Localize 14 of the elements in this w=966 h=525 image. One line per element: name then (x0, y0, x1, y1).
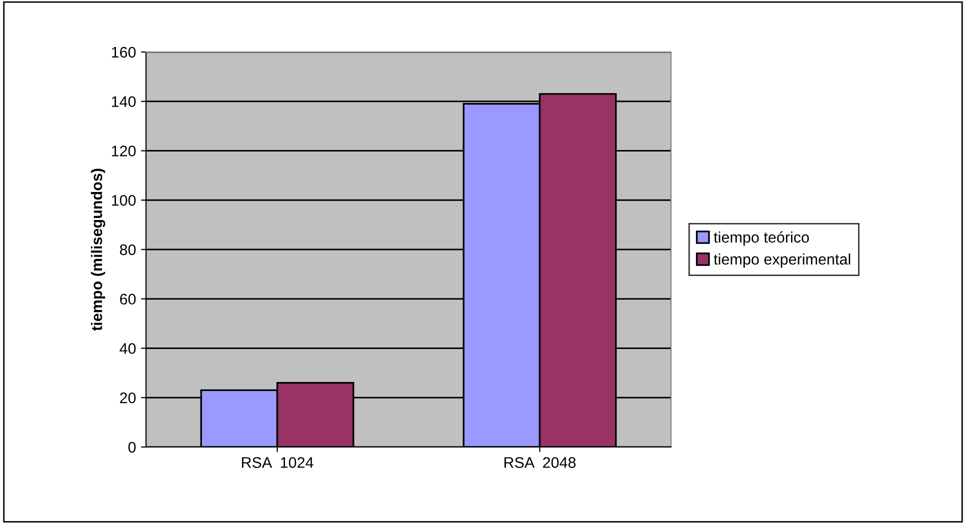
y-tick-label: 0 (128, 442, 136, 453)
y-tick-label: 80 (120, 244, 136, 256)
y-tick-label: 60 (120, 294, 136, 305)
y-tick-label: 120 (112, 146, 136, 156)
y-tick-label: 20 (120, 392, 136, 404)
y-tick-label: 160 (112, 46, 136, 58)
y-tick-label: 140 (112, 96, 136, 108)
legend-label: tiempo teórico (714, 231, 809, 246)
x-tick-label: RSA 1024 (242, 457, 314, 468)
y-axis-title: tiempo (milisegundos) (90, 168, 106, 331)
y-tick-label: 100 (112, 194, 136, 206)
x-tick-label: RSA 2048 (504, 457, 576, 468)
legend-label: tiempo experimental (714, 253, 850, 268)
y-tick-label: 40 (120, 343, 136, 354)
